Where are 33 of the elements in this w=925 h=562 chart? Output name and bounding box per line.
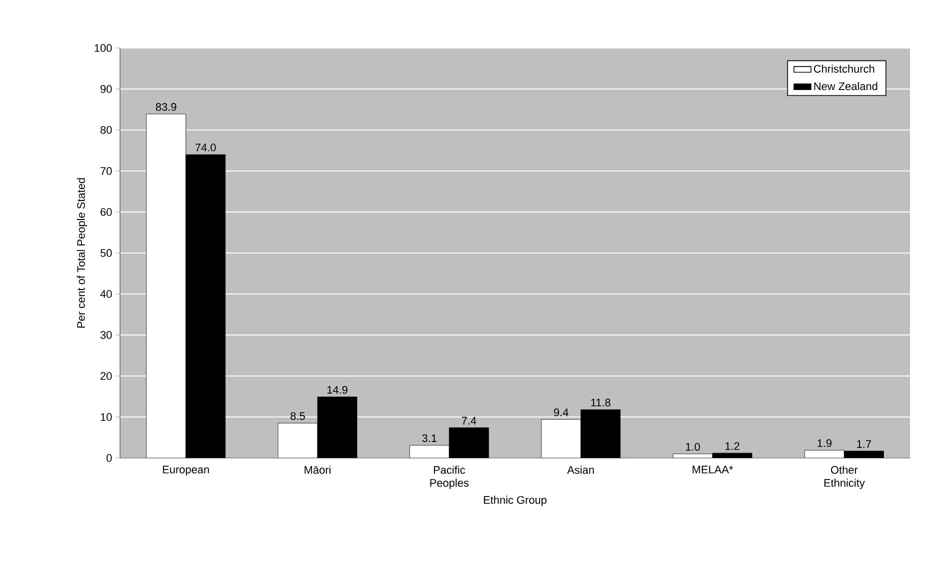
x-tick-label: European: [162, 466, 209, 476]
x-tick-label: Pacific Peoples: [430, 466, 469, 489]
y-tick-label: 50: [100, 249, 112, 257]
y-tick-label: 20: [100, 372, 112, 380]
y-tick-label: 100: [94, 44, 112, 52]
y-tick-label: 90: [100, 85, 112, 93]
data-label: 1.2: [725, 442, 740, 450]
data-label: 1.0: [686, 442, 700, 451]
y-tick-label: 80: [100, 126, 112, 134]
data-label: 7.4: [462, 416, 476, 424]
legend-label: Christchurch: [814, 64, 874, 73]
y-tick-label: 60: [100, 208, 112, 216]
data-label: 14.9: [327, 386, 348, 394]
y-tick-label: 30: [100, 331, 112, 339]
y-axis-title: Per cent of Total People Stated: [76, 178, 88, 328]
x-axis-title: Ethnic Group: [484, 496, 547, 506]
x-tick-label: Other Ethnicity: [824, 466, 865, 489]
y-tick-label: 0: [106, 454, 112, 462]
data-label: 8.5: [290, 412, 305, 420]
x-tick-label: MELAA*: [692, 466, 734, 474]
data-label: 11.8: [591, 398, 610, 406]
x-tick-label: Māori: [304, 466, 330, 474]
data-label: 1.9: [818, 439, 832, 448]
y-tick-label: 10: [100, 413, 112, 421]
data-label: 1.7: [857, 440, 871, 448]
data-label: 3.1: [422, 434, 437, 442]
data-label: 74.0: [195, 144, 216, 152]
data-label: 83.9: [156, 103, 176, 111]
y-tick-label: 70: [100, 167, 112, 175]
x-tick-label: Asian: [567, 466, 594, 474]
data-label: 9.4: [554, 408, 568, 416]
legend-label: New Zealand: [814, 82, 878, 90]
y-tick-label: 40: [100, 290, 112, 298]
